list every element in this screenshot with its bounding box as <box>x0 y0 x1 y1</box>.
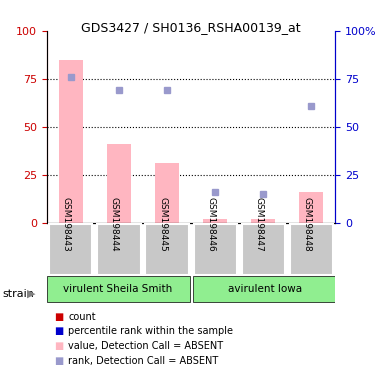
Bar <box>59 60 83 223</box>
Text: rank, Detection Call = ABSENT: rank, Detection Call = ABSENT <box>68 356 218 366</box>
Text: ▶: ▶ <box>27 289 36 299</box>
Text: value, Detection Call = ABSENT: value, Detection Call = ABSENT <box>68 341 223 351</box>
Bar <box>107 144 131 223</box>
Text: strain: strain <box>2 289 34 299</box>
FancyBboxPatch shape <box>193 276 335 302</box>
FancyBboxPatch shape <box>49 224 92 275</box>
Bar <box>251 219 275 223</box>
FancyBboxPatch shape <box>47 276 190 302</box>
Text: ■: ■ <box>55 312 64 322</box>
Text: ■: ■ <box>55 341 64 351</box>
Text: count: count <box>68 312 96 322</box>
Text: ■: ■ <box>55 326 64 336</box>
FancyBboxPatch shape <box>193 224 237 275</box>
Text: virulent Sheila Smith: virulent Sheila Smith <box>63 284 172 294</box>
Text: GSM198447: GSM198447 <box>254 197 263 252</box>
Text: percentile rank within the sample: percentile rank within the sample <box>68 326 233 336</box>
FancyBboxPatch shape <box>145 224 189 275</box>
Text: GSM198443: GSM198443 <box>62 197 71 252</box>
Bar <box>155 163 179 223</box>
Text: GSM198445: GSM198445 <box>158 197 167 252</box>
FancyBboxPatch shape <box>97 224 140 275</box>
Text: avirulent Iowa: avirulent Iowa <box>228 284 302 294</box>
Text: GSM198444: GSM198444 <box>110 197 119 252</box>
Text: ■: ■ <box>55 356 64 366</box>
FancyBboxPatch shape <box>290 224 333 275</box>
Text: GSM198446: GSM198446 <box>206 197 215 252</box>
Bar <box>299 192 323 223</box>
FancyBboxPatch shape <box>241 224 285 275</box>
Bar <box>203 219 227 223</box>
Text: GSM198448: GSM198448 <box>302 197 311 252</box>
Text: GDS3427 / SH0136_RSHA00139_at: GDS3427 / SH0136_RSHA00139_at <box>81 21 301 34</box>
